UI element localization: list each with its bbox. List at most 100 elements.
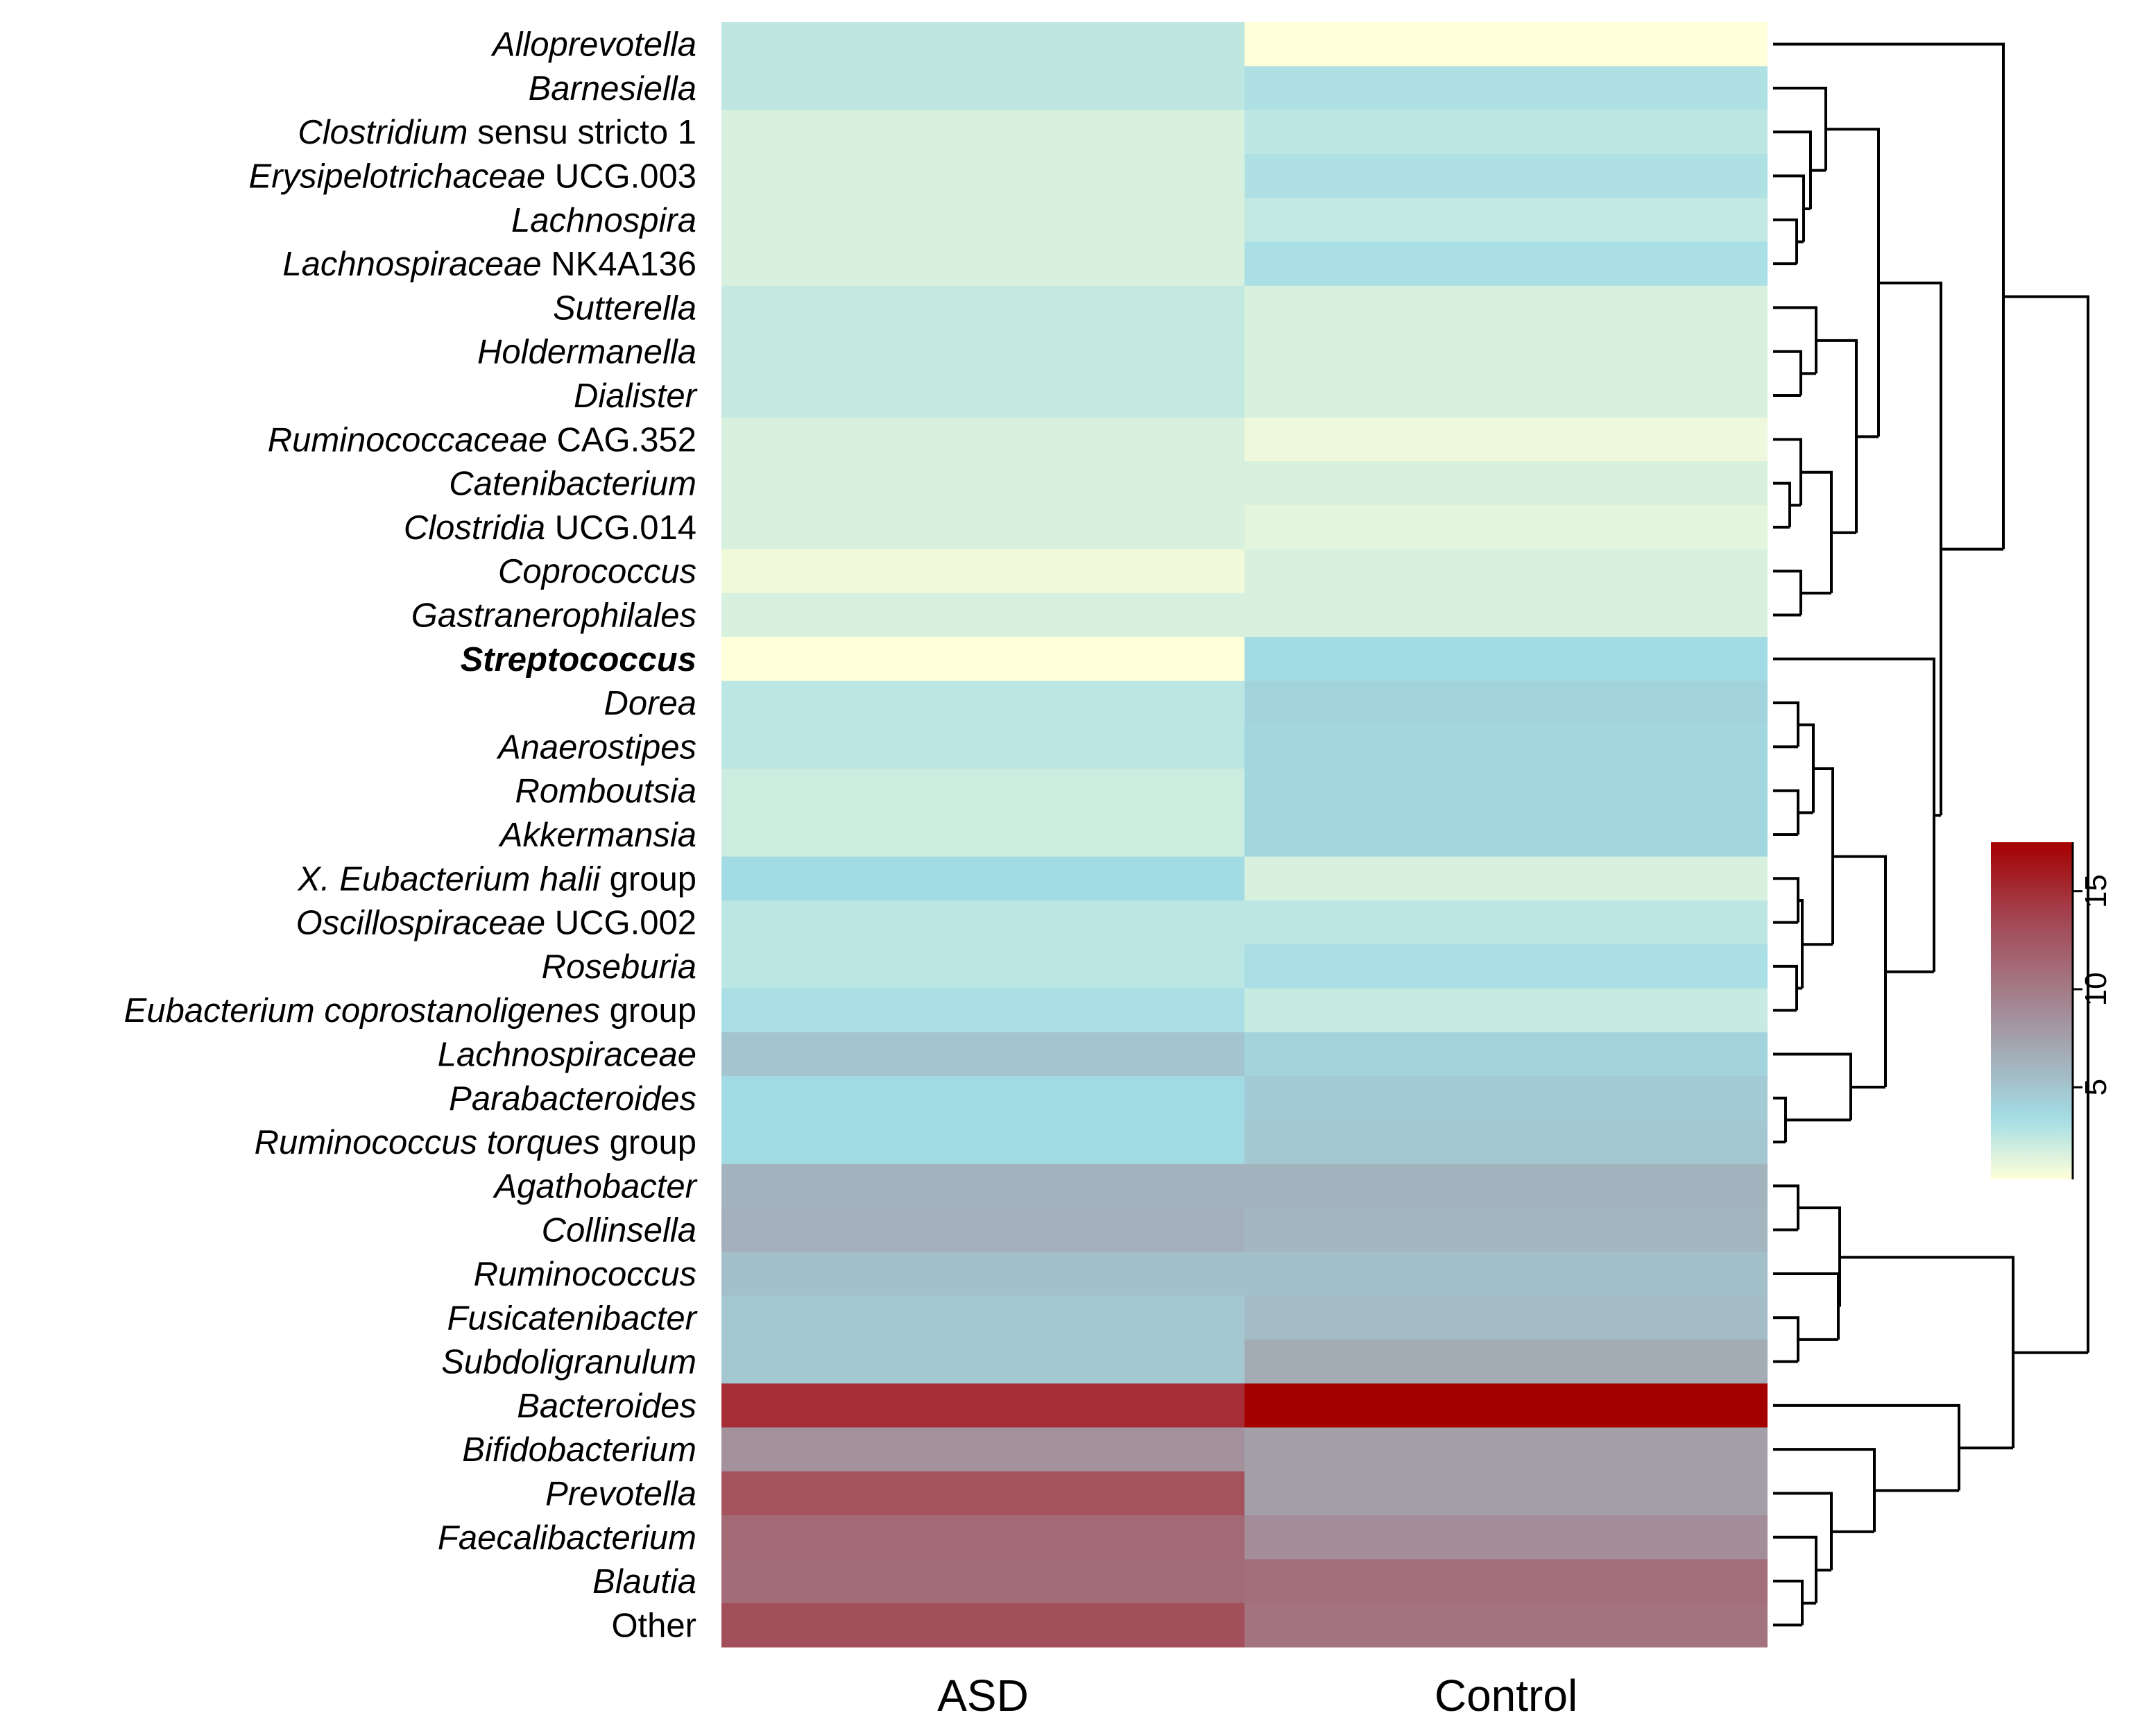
row-labels: Alloprevotella Barnesiella Clostridium sen… (124, 26, 698, 1645)
dendrogram-branch (1816, 339, 1858, 534)
row-label: Coprococcus (498, 553, 696, 590)
heatmap-cell (721, 1603, 1244, 1648)
row-label: Parabacteroides (449, 1080, 696, 1118)
colorbar-gradient (1991, 842, 2073, 1179)
heatmap-cell (721, 505, 1244, 550)
heatmap-cell (721, 417, 1244, 462)
row-label: Ruminococcaceae CAG.352 (268, 421, 696, 459)
heatmap-cell (1244, 66, 1768, 111)
heatmap-cell (721, 461, 1244, 506)
dendrogram-branch (1797, 898, 1804, 990)
heatmap-cell (721, 153, 1244, 198)
dendrogram-branch (1773, 438, 1802, 507)
heatmap-cell (721, 198, 1244, 243)
heatmap-cell (1244, 812, 1768, 857)
row-label: Subdoligranulum (441, 1344, 696, 1381)
heatmap-cell (721, 22, 1244, 67)
row-label: Blautia (592, 1563, 696, 1601)
heatmap-cell (721, 1252, 1244, 1297)
dendrogram-branch (1773, 306, 1817, 375)
heatmap-cell (721, 1208, 1244, 1252)
heatmap-cell (1244, 637, 1768, 682)
row-label: Collinsella (542, 1212, 696, 1249)
heatmap-cell (721, 1032, 1244, 1077)
dendrogram-branch (1773, 964, 1798, 1012)
dendrogram-branch (1773, 1535, 1817, 1605)
heatmap-cell (1244, 1076, 1768, 1121)
heatmap-cell (1244, 944, 1768, 989)
heatmap-cell (1244, 1032, 1768, 1077)
row-label: Clostridia UCG.014 (404, 509, 696, 547)
dendrogram-branch (1773, 701, 1799, 749)
dendrogram-branch (1773, 42, 2005, 551)
heatmap-cell (1244, 1471, 1768, 1516)
heatmap-cell (721, 988, 1244, 1033)
colorbar-tick-label: 5 (2079, 1079, 2113, 1095)
dendrogram-branch (1773, 877, 1799, 924)
heatmap-cell (721, 1120, 1244, 1165)
colorbar: 5 10 15 (1991, 842, 2113, 1179)
heatmap-cell (721, 241, 1244, 287)
heatmap-cell (1244, 1208, 1768, 1252)
dendrogram-branch (1773, 657, 1935, 973)
heatmap-cell (1244, 417, 1768, 462)
row-dendrogram (1773, 42, 2089, 1627)
heatmap-cell (721, 285, 1244, 330)
dendrogram-branch (1802, 767, 1834, 946)
heatmap-cell (1244, 1163, 1768, 1209)
colorbar-tick-label: 10 (2079, 972, 2113, 1006)
row-label: Barnesiella (529, 70, 696, 108)
row-label: Streptococcus (461, 641, 696, 678)
heatmap-cell (721, 1339, 1244, 1384)
row-label: Oscillospiraceae UCG.002 (296, 905, 696, 942)
row-label: Holdermanella (477, 334, 696, 371)
row-label: Ruminococcus torques group (255, 1124, 696, 1161)
heatmap-cell (721, 856, 1244, 901)
heatmap-cell (1244, 1252, 1768, 1297)
heatmap-cell (721, 1515, 1244, 1560)
row-label: Fusicatenibacter (447, 1299, 697, 1337)
dendrogram-branch (1833, 855, 1887, 1089)
column-labels: ASD Control (937, 1671, 1577, 1721)
heatmap-cell (1244, 1339, 1768, 1384)
heatmap-cell (1244, 1515, 1768, 1560)
heatmap-cell (1244, 153, 1768, 198)
heatmap-cell (721, 592, 1244, 638)
dendrogram-branch (1773, 1096, 1787, 1144)
heatmap-cell (1244, 549, 1768, 594)
row-label: Lachnospira (511, 202, 696, 239)
heatmap-cell (721, 1076, 1244, 1121)
heatmap-cell (721, 1163, 1244, 1209)
heatmap-cell (721, 549, 1244, 594)
dendrogram-branch (1773, 1492, 1833, 1572)
row-label: X. Eubacterium halii group (297, 860, 696, 898)
heatmap-cell (721, 812, 1244, 857)
heatmap-cell (721, 110, 1244, 155)
heatmap-cell (721, 900, 1244, 945)
heatmap-cell (721, 769, 1244, 813)
dendrogram-branch (1773, 1272, 1840, 1341)
row-label: Dialister (574, 377, 698, 415)
heatmap-cells (721, 22, 1768, 1648)
dendrogram-branch (1773, 1580, 1804, 1627)
row-label: Bifidobacterium (462, 1431, 696, 1469)
heatmap-cell (1244, 110, 1768, 155)
row-label: Clostridium sensu stricto 1 (298, 114, 696, 151)
row-label: Prevotella (545, 1475, 696, 1512)
heatmap-cell (721, 1559, 1244, 1604)
dendrogram-branch (1798, 723, 1815, 814)
heatmap-cell (721, 944, 1244, 989)
heatmap-cell (1244, 988, 1768, 1033)
heatmap-cell (1244, 856, 1768, 901)
row-label: Erysipelotrichaceae UCG.003 (249, 158, 696, 196)
row-label: Bacteroides (517, 1388, 696, 1425)
row-label: Akkermansia (498, 817, 696, 854)
dendrogram-branch (1773, 86, 1827, 172)
heatmap-cell (1244, 1383, 1768, 1428)
dendrogram-branch (1773, 1403, 1960, 1492)
row-label: Romboutsia (515, 773, 696, 810)
heatmap-cell (1244, 1295, 1768, 1340)
heatmap-cell (721, 1471, 1244, 1516)
heatmap-cell (721, 330, 1244, 374)
heatmap-cell (1244, 461, 1768, 506)
